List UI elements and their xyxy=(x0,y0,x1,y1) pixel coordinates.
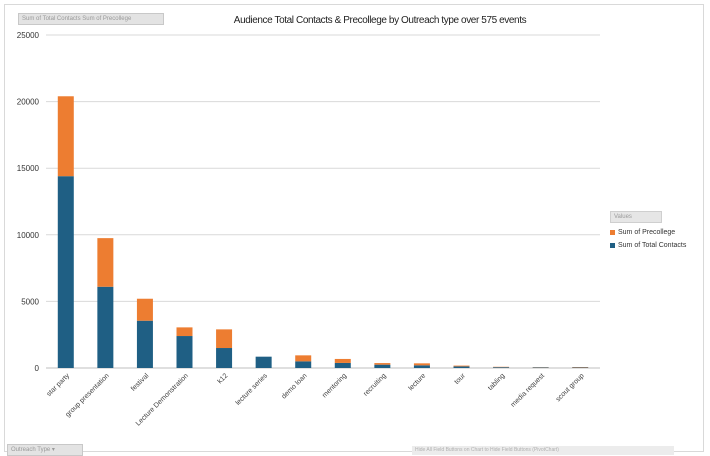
bar-total-contacts xyxy=(57,176,74,368)
y-tick-label: 0 xyxy=(35,364,40,373)
y-tick-label: 25000 xyxy=(17,31,40,40)
bar-precollege xyxy=(334,358,351,363)
x-tick-label: lecture xyxy=(408,372,428,392)
bar-total-contacts xyxy=(97,286,114,368)
bar-total-contacts xyxy=(532,367,549,368)
bar-total-contacts xyxy=(453,366,470,368)
bar-total-contacts xyxy=(295,361,312,368)
bar-precollege xyxy=(57,96,74,177)
bar-total-contacts xyxy=(255,356,272,368)
legend-swatch-total-contacts xyxy=(610,243,615,248)
bar-total-contacts xyxy=(374,364,391,368)
legend-item-precollege: Sum of Precollege xyxy=(610,229,704,236)
x-tick-label: festival xyxy=(130,372,151,393)
x-tick-label: media request xyxy=(510,372,546,408)
bar-precollege xyxy=(136,298,153,321)
y-tick-label: 10000 xyxy=(17,231,40,240)
bar-precollege xyxy=(295,355,312,362)
bar-precollege xyxy=(97,238,114,287)
legend-label-total-contacts: Sum of Total Contacts xyxy=(618,242,687,249)
bar-total-contacts xyxy=(176,336,193,368)
legend-item-total-contacts: Sum of Total Contacts xyxy=(610,242,704,249)
x-tick-label: k12 xyxy=(217,372,230,385)
chart-area xyxy=(4,4,704,452)
bar-precollege xyxy=(453,365,470,367)
bar-precollege xyxy=(374,363,391,365)
bar-total-contacts xyxy=(572,367,589,368)
x-tick-label: recruiting xyxy=(362,372,387,397)
x-tick-label: demo loan xyxy=(281,372,309,400)
x-tick-label: lecture series xyxy=(235,372,270,407)
x-tick-label: star party xyxy=(46,372,72,398)
legend[interactable]: Values Sum of Precollege Sum of Total Co… xyxy=(610,211,704,249)
y-tick-label: 15000 xyxy=(17,164,40,173)
x-tick-label: mentoring xyxy=(321,372,348,399)
legend-swatch-precollege xyxy=(610,230,615,235)
bar-total-contacts xyxy=(216,348,233,368)
bar-precollege xyxy=(413,363,430,366)
y-tick-label: 20000 xyxy=(17,98,40,107)
bar-total-contacts xyxy=(493,367,510,368)
y-tick-label: 5000 xyxy=(21,297,39,306)
axis-field-button[interactable]: Outreach Type ▾ xyxy=(7,444,83,456)
x-tick-label: group presentation xyxy=(65,372,111,418)
x-tick-label: scout group xyxy=(555,372,586,403)
bar-total-contacts xyxy=(136,320,153,368)
legend-label-precollege: Sum of Precollege xyxy=(618,229,676,236)
values-field-button[interactable]: Sum of Total Contacts Sum of Precollege xyxy=(18,13,164,25)
bar-total-contacts xyxy=(413,365,430,368)
bar-precollege xyxy=(176,327,193,337)
legend-header[interactable]: Values xyxy=(610,211,662,223)
x-tick-label: tabling xyxy=(487,372,507,392)
bar-precollege xyxy=(216,329,233,349)
chart-title: Audience Total Contacts & Precollege by … xyxy=(234,15,527,26)
pivot-footnote: Hide All Field Buttons on Chart to Hide … xyxy=(412,446,674,455)
bar-total-contacts xyxy=(334,362,351,368)
x-tick-label: tour xyxy=(453,372,467,386)
